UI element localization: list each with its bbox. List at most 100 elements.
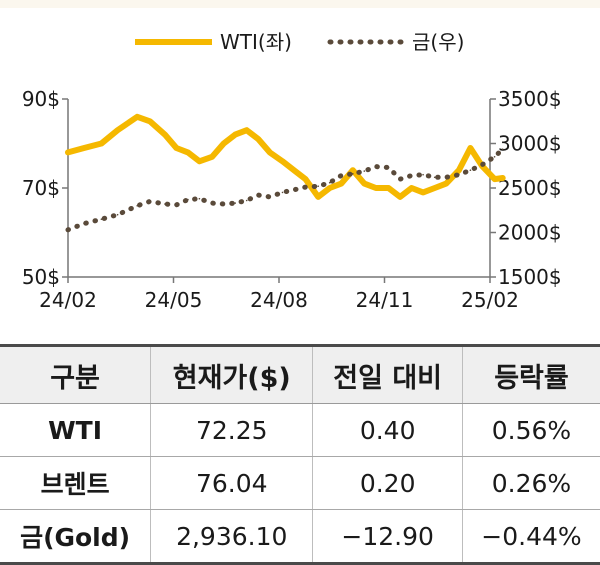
gold-data-point bbox=[222, 203, 225, 205]
price-table: 구분 현재가($) 전일 대비 등락률 WTI 72.25 0.40 0.56%… bbox=[0, 344, 600, 565]
gold-data-point bbox=[375, 165, 377, 168]
gold-data-point bbox=[149, 200, 151, 203]
legend-gold-label: 금(우) bbox=[412, 30, 464, 54]
wti-data-point bbox=[399, 196, 401, 198]
x-tick-label: 24/11 bbox=[356, 288, 414, 312]
gold-data-point bbox=[136, 205, 138, 207]
gold-data-point bbox=[399, 178, 401, 180]
wti-data-point bbox=[387, 187, 390, 189]
x-tick-label: 24/08 bbox=[250, 288, 308, 312]
wti-data-point bbox=[269, 151, 271, 154]
header-category: 구분 bbox=[0, 344, 151, 404]
gold-data-point bbox=[328, 181, 331, 184]
wti-data-point bbox=[257, 138, 260, 140]
top-accent-band bbox=[0, 0, 600, 8]
gold-data-point bbox=[410, 174, 413, 177]
table-header-row: 구분 현재가($) 전일 대비 등락률 bbox=[0, 344, 600, 404]
oil-gold-price-chart: WTI(좌) 금(우) 90$ 70$ 50$ 3500$ 3000$ 2500$ 2000… bbox=[22, 30, 562, 312]
gold-data-point bbox=[481, 164, 483, 166]
y-left-tick-label: 70$ bbox=[22, 176, 60, 200]
gold-data-point bbox=[83, 222, 85, 225]
wti-data-point bbox=[493, 178, 496, 180]
wti-data-point bbox=[116, 129, 119, 131]
change-cell: −12.90 bbox=[312, 509, 463, 565]
wti-data-point bbox=[211, 156, 213, 158]
gold-data-point bbox=[116, 213, 119, 216]
gold-data-point bbox=[363, 170, 366, 172]
wti-data-point bbox=[293, 169, 295, 171]
change-cell: 0.20 bbox=[312, 456, 463, 510]
wti-series-line bbox=[65, 113, 506, 200]
y-right-tick-label: 3500$ bbox=[498, 87, 562, 111]
row-label: 금(Gold) bbox=[0, 509, 151, 565]
gold-data-point bbox=[458, 173, 460, 176]
wti-data-point bbox=[352, 169, 354, 171]
gold-data-point bbox=[234, 202, 236, 204]
wti-data-point bbox=[501, 177, 504, 179]
change-rate-cell: −0.44% bbox=[461, 509, 600, 565]
series-layer bbox=[65, 113, 506, 233]
gold-data-point bbox=[422, 173, 424, 176]
current-price-cell: 72.25 bbox=[150, 403, 313, 457]
wti-data-point bbox=[317, 196, 320, 198]
table-row-wti: WTI 72.25 0.40 0.56% bbox=[0, 403, 600, 457]
change-cell: 0.40 bbox=[312, 403, 463, 457]
gold-data-point bbox=[245, 199, 248, 202]
gold-data-point bbox=[175, 204, 178, 206]
wti-data-point bbox=[245, 129, 248, 131]
gold-data-point bbox=[387, 166, 390, 169]
axes: 90$ 70$ 50$ 3500$ 3000$ 2500$ 2000$ 1500$ 24/02 2… bbox=[22, 87, 562, 312]
gold-data-point bbox=[445, 176, 448, 179]
y-left-tick-label: 50$ bbox=[22, 265, 60, 289]
wti-data-point bbox=[149, 120, 151, 123]
wti-data-point bbox=[100, 142, 103, 145]
current-price-cell: 76.04 bbox=[150, 456, 313, 510]
wti-data-point bbox=[410, 187, 413, 189]
x-tick-label: 24/02 bbox=[39, 288, 97, 312]
y-right-tick-label: 2000$ bbox=[498, 221, 562, 245]
gold-data-point bbox=[67, 229, 69, 231]
wti-data-point bbox=[445, 182, 448, 185]
gold-series-line bbox=[65, 146, 506, 233]
wti-data-point bbox=[234, 133, 236, 136]
gold-data-point bbox=[493, 156, 496, 158]
wti-data-point bbox=[281, 160, 284, 163]
wti-data-point bbox=[375, 187, 377, 189]
wti-data-point bbox=[363, 182, 366, 185]
wti-data-point bbox=[222, 142, 225, 145]
gold-data-point bbox=[433, 176, 436, 179]
gold-data-point bbox=[469, 169, 472, 171]
gold-data-point bbox=[198, 197, 201, 200]
gold-data-point bbox=[352, 173, 354, 175]
y-right-tick-label: 2500$ bbox=[498, 176, 562, 200]
wti-data-point bbox=[304, 178, 307, 180]
wti-data-point bbox=[458, 169, 460, 171]
x-tick-label: 24/05 bbox=[145, 288, 203, 312]
gold-data-point bbox=[317, 185, 320, 187]
gold-data-point bbox=[501, 148, 504, 150]
y-right-tick-label: 3000$ bbox=[498, 132, 562, 156]
table-row-brent: 브렌트 76.04 0.20 0.26% bbox=[0, 456, 600, 510]
gold-data-point bbox=[164, 203, 166, 205]
gold-data-point bbox=[281, 191, 284, 194]
wti-data-point bbox=[67, 151, 69, 154]
gold-data-point bbox=[257, 194, 260, 196]
x-tick-label: 25/02 bbox=[461, 288, 519, 312]
wti-data-point bbox=[340, 182, 343, 185]
gold-data-point bbox=[340, 174, 343, 177]
change-rate-cell: 0.56% bbox=[461, 403, 600, 457]
header-current-price: 현재가($) bbox=[150, 344, 313, 404]
wti-data-point bbox=[469, 147, 472, 149]
gold-data-point bbox=[293, 189, 295, 191]
gold-data-point bbox=[187, 198, 189, 201]
header-change-rate: 등락률 bbox=[461, 344, 600, 404]
wti-data-point bbox=[433, 187, 436, 189]
gold-data-point bbox=[269, 196, 271, 198]
wti-data-point bbox=[175, 147, 178, 149]
gold-data-point bbox=[211, 202, 213, 204]
wti-data-point bbox=[328, 187, 331, 189]
y-right-tick-label: 1500$ bbox=[498, 265, 562, 289]
legend-wti-label: WTI(좌) bbox=[220, 30, 292, 54]
change-rate-cell: 0.26% bbox=[461, 456, 600, 510]
table-row-gold: 금(Gold) 2,936.10 −12.90 −0.44% bbox=[0, 509, 600, 565]
